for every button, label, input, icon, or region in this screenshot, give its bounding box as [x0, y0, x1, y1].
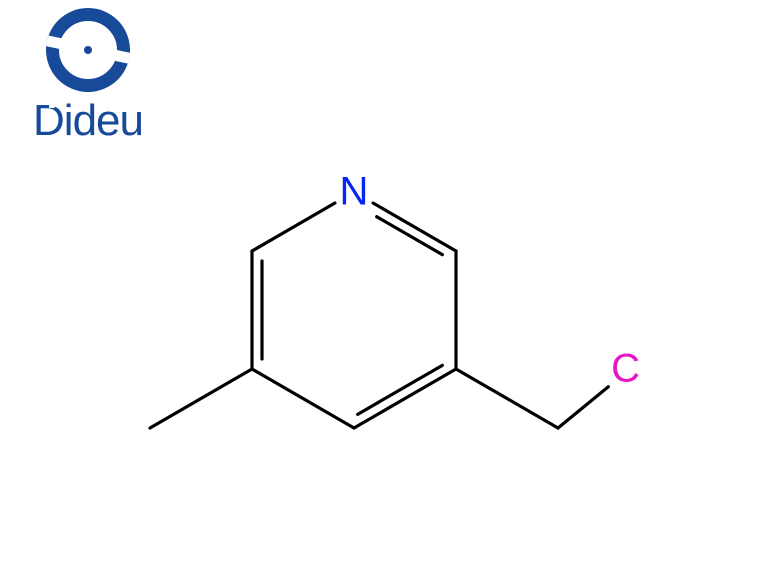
- bond-line: [354, 369, 456, 428]
- brand-logo-mark: [46, 8, 130, 92]
- atom-label-cl: Cl: [611, 347, 640, 391]
- brand-wordmark: Dideu: [18, 96, 158, 146]
- molecule-diagram: N Cl: [140, 160, 640, 550]
- bond-line: [558, 387, 608, 428]
- bond-line: [150, 369, 252, 428]
- bond-line: [373, 203, 456, 251]
- bond-line: [456, 369, 558, 428]
- bond-line: [358, 365, 443, 414]
- bond-line: [252, 369, 354, 428]
- brand-logo-ring-icon: [46, 8, 130, 92]
- atom-label-n: N: [340, 170, 369, 214]
- bond-line: [252, 203, 335, 251]
- brand-logo: Dideu: [18, 8, 158, 146]
